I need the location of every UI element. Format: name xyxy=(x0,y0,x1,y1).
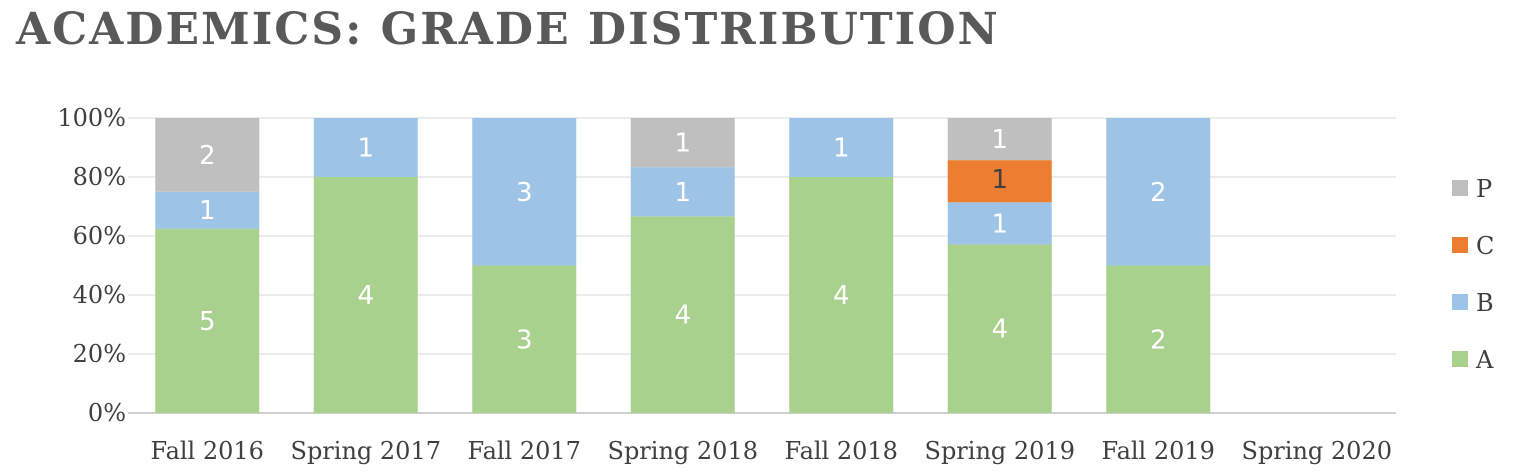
x-tick-label: Spring 2019 xyxy=(925,437,1075,465)
chart-title: ACADEMICS: GRADE DISTRIBUTION xyxy=(16,4,1000,55)
data-label: 5 xyxy=(199,307,216,337)
data-label: 4 xyxy=(991,315,1008,345)
data-labels: 5 1 2 4 1 3 3 4 1 1 4 1 4 1 1 1 2 2 xyxy=(199,125,1167,355)
bar-segment-a xyxy=(1106,265,1211,413)
bars xyxy=(155,118,1211,413)
data-label: 4 xyxy=(833,281,850,311)
y-tick-label: 100% xyxy=(57,104,126,132)
data-label: 1 xyxy=(357,134,374,164)
bar-segment-c xyxy=(947,160,1052,203)
legend-swatch-c xyxy=(1452,237,1468,253)
y-tick-label: 0% xyxy=(88,399,126,427)
data-label: 1 xyxy=(991,125,1008,155)
x-tick-label: Fall 2019 xyxy=(1102,437,1215,465)
data-label: 2 xyxy=(1150,325,1167,355)
x-axis: Fall 2016 Spring 2017 Fall 2017 Spring 2018… xyxy=(151,437,1392,465)
bar-segment-b xyxy=(630,167,735,217)
bar-segment-b xyxy=(1106,118,1211,266)
bar-segment-a xyxy=(155,228,260,413)
x-tick-label: Spring 2018 xyxy=(608,437,758,465)
data-label: 1 xyxy=(833,134,850,164)
bar-segment-b xyxy=(313,118,418,177)
data-label: 3 xyxy=(516,178,533,208)
data-label: 1 xyxy=(991,209,1008,239)
bar-segment-a xyxy=(313,177,418,413)
legend-label-p: P xyxy=(1476,175,1492,203)
bar-segment-p xyxy=(630,118,735,168)
y-tick-label: 20% xyxy=(73,340,126,368)
bar-segment-a xyxy=(789,177,894,413)
data-label: 1 xyxy=(199,196,216,226)
y-tick-label: 40% xyxy=(73,281,126,309)
data-label: 3 xyxy=(516,325,533,355)
bar-segment-a xyxy=(472,265,577,413)
y-axis: 0% 20% 40% 60% 80% 100% xyxy=(57,104,126,427)
bar-segment-b xyxy=(472,118,577,266)
x-tick-label: Fall 2018 xyxy=(785,437,898,465)
data-label: 1 xyxy=(674,178,691,208)
y-tick-label: 80% xyxy=(73,163,126,191)
bar-segment-p xyxy=(947,118,1052,161)
bar-segment-b xyxy=(155,191,260,229)
x-tick-label: Spring 2020 xyxy=(1242,437,1392,465)
data-label: 4 xyxy=(674,301,691,331)
bar-segment-b xyxy=(947,202,1052,245)
data-label: 1 xyxy=(674,129,691,159)
legend-swatch-a xyxy=(1452,351,1468,367)
y-tick-label: 60% xyxy=(73,222,126,250)
data-label: 1 xyxy=(991,165,1008,195)
legend-label-a: A xyxy=(1475,346,1494,374)
legend-label-c: C xyxy=(1476,232,1494,260)
legend-swatch-b xyxy=(1452,294,1468,310)
legend-swatch-p xyxy=(1452,180,1468,196)
data-label: 4 xyxy=(357,281,374,311)
data-label: 2 xyxy=(199,141,216,171)
data-label: 2 xyxy=(1150,178,1167,208)
x-tick-label: Fall 2017 xyxy=(468,437,581,465)
bar-segment-a xyxy=(630,216,735,413)
bar-segment-b xyxy=(789,118,894,177)
legend-label-b: B xyxy=(1476,289,1494,317)
bar-segment-a xyxy=(947,244,1052,413)
legend: P C B A xyxy=(1452,175,1494,374)
bar-segment-p xyxy=(155,118,260,192)
x-tick-label: Spring 2017 xyxy=(291,437,441,465)
x-tick-label: Fall 2016 xyxy=(151,437,264,465)
